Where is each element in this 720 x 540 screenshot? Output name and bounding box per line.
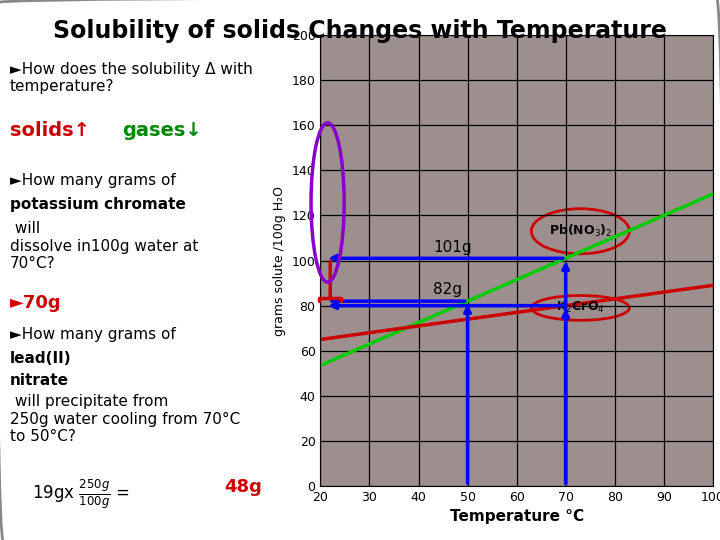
Text: Solubility of solids Changes with Temperature: Solubility of solids Changes with Temper… <box>53 19 667 43</box>
Text: ►How many grams of: ►How many grams of <box>9 173 176 188</box>
Text: ►How does the solubility Δ with
temperature?: ►How does the solubility Δ with temperat… <box>9 62 253 94</box>
Text: ►How many grams of: ►How many grams of <box>9 327 180 342</box>
Text: lead(II): lead(II) <box>9 351 71 366</box>
Text: Pb(NO$_3$)$_2$: Pb(NO$_3$)$_2$ <box>549 223 612 239</box>
Y-axis label: grams solute /100g H₂O: grams solute /100g H₂O <box>273 186 286 335</box>
Text: 19gx $\frac{250g}{100g}$ =: 19gx $\frac{250g}{100g}$ = <box>32 478 130 511</box>
Text: will precipitate from
250g water cooling from 70°C
to 50°C?: will precipitate from 250g water cooling… <box>9 394 240 444</box>
Text: nitrate: nitrate <box>9 373 68 388</box>
Text: K$_2$CrO$_4$: K$_2$CrO$_4$ <box>556 300 605 315</box>
Text: 48g: 48g <box>225 478 262 496</box>
Text: 101g: 101g <box>433 240 472 254</box>
X-axis label: Temperature °C: Temperature °C <box>449 509 584 524</box>
Text: will
dissolve in100g water at
70°C?: will dissolve in100g water at 70°C? <box>9 221 198 271</box>
Text: solids↑: solids↑ <box>9 122 89 140</box>
Text: 82g: 82g <box>433 282 462 298</box>
Text: gases↓: gases↓ <box>122 122 202 140</box>
Text: ►70g: ►70g <box>9 294 61 312</box>
Text: potassium chromate: potassium chromate <box>9 197 186 212</box>
